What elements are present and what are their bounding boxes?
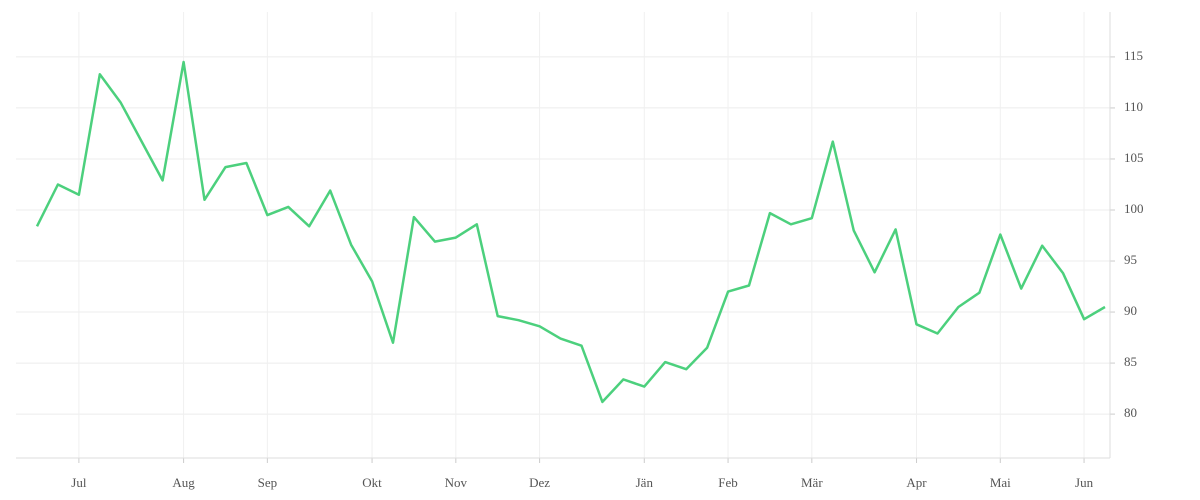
x-tick-label: Nov — [445, 475, 468, 490]
x-tick-label: Jul — [71, 475, 87, 490]
x-tick-label: Jän — [636, 475, 654, 490]
x-tick-label: Jun — [1075, 475, 1094, 490]
y-tick-label: 85 — [1124, 354, 1137, 369]
x-tick-label: Dez — [529, 475, 550, 490]
y-tick-label: 100 — [1124, 201, 1144, 216]
x-tick-label: Apr — [906, 475, 927, 490]
x-tick-label: Mär — [801, 475, 823, 490]
y-tick-label: 80 — [1124, 405, 1137, 420]
x-tick-label: Okt — [362, 475, 382, 490]
y-tick-label: 105 — [1124, 150, 1144, 165]
y-tick-label: 115 — [1124, 48, 1143, 63]
y-tick-label: 90 — [1124, 303, 1137, 318]
x-tick-label: Mai — [990, 475, 1011, 490]
data-line — [35, 60, 1106, 404]
y-tick-label: 95 — [1124, 252, 1137, 267]
x-tick-label: Feb — [718, 475, 738, 490]
y-tick-label: 110 — [1124, 99, 1143, 114]
x-tick-label: Sep — [258, 475, 278, 490]
x-tick-label: Aug — [172, 475, 195, 490]
